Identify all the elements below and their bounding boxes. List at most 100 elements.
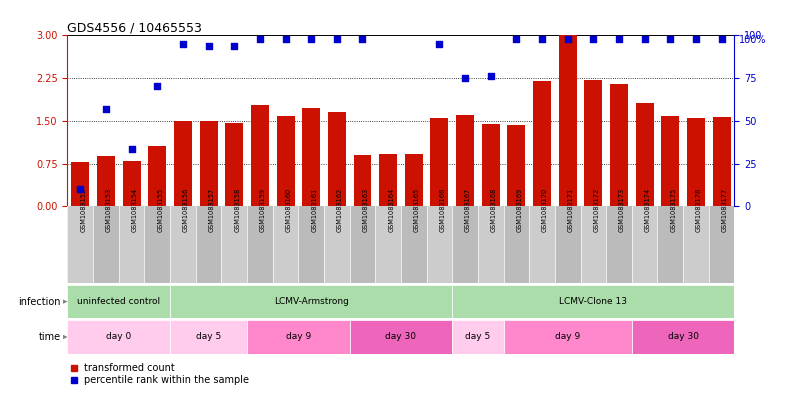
Bar	[67, 320, 170, 354]
Text: day 5: day 5	[196, 332, 222, 342]
Text: day 9: day 9	[555, 332, 580, 342]
Bar	[606, 206, 632, 283]
Bar	[299, 206, 324, 283]
Text: GSM1083155: GSM1083155	[157, 188, 164, 232]
Bar	[456, 115, 474, 206]
Point	[330, 36, 343, 42]
Point	[484, 73, 497, 79]
Bar	[507, 125, 526, 206]
Point	[176, 41, 189, 47]
Point	[433, 41, 445, 47]
Point	[613, 36, 626, 42]
Point	[638, 36, 651, 42]
Bar	[324, 206, 349, 283]
Point	[228, 42, 241, 49]
Bar	[67, 285, 170, 318]
Text: GSM1083174: GSM1083174	[645, 188, 650, 232]
Bar	[97, 156, 115, 206]
Bar	[401, 206, 426, 283]
Point	[510, 36, 522, 42]
Bar	[303, 108, 320, 206]
Bar	[247, 206, 272, 283]
Bar	[482, 124, 499, 206]
Text: percentile rank within the sample: percentile rank within the sample	[84, 375, 249, 385]
Bar	[430, 118, 449, 206]
Bar	[353, 155, 372, 206]
Text: LCMV-Clone 13: LCMV-Clone 13	[559, 297, 627, 306]
Text: GSM1083161: GSM1083161	[311, 188, 317, 232]
Point	[74, 186, 87, 192]
Text: GSM1083170: GSM1083170	[542, 188, 548, 232]
Bar	[405, 154, 422, 206]
Point	[279, 36, 292, 42]
Text: GSM1083164: GSM1083164	[388, 188, 394, 232]
Point	[459, 75, 472, 81]
Bar	[376, 206, 401, 283]
Point	[99, 106, 112, 112]
Bar	[657, 206, 683, 283]
Text: GDS4556 / 10465553: GDS4556 / 10465553	[67, 21, 202, 34]
Bar	[530, 206, 555, 283]
Text: day 5: day 5	[465, 332, 491, 342]
Point	[357, 36, 369, 42]
Bar	[503, 206, 530, 283]
Text: GSM1083162: GSM1083162	[337, 188, 343, 232]
Bar	[199, 121, 218, 206]
Text: GSM1083159: GSM1083159	[260, 188, 266, 232]
Text: GSM1083176: GSM1083176	[696, 188, 702, 232]
Bar	[426, 206, 453, 283]
Bar	[93, 206, 119, 283]
Text: transformed count: transformed count	[84, 363, 175, 373]
Bar	[174, 121, 192, 206]
Text: GSM1083167: GSM1083167	[465, 188, 471, 232]
Bar	[170, 206, 196, 283]
Text: GSM1083168: GSM1083168	[491, 188, 497, 232]
Bar	[580, 206, 606, 283]
Text: GSM1083165: GSM1083165	[414, 188, 420, 232]
Point	[253, 36, 266, 42]
Bar	[610, 84, 628, 206]
Bar	[71, 162, 89, 206]
Bar	[349, 206, 376, 283]
Bar	[636, 103, 653, 206]
Bar	[380, 154, 397, 206]
Bar	[122, 161, 141, 206]
Bar	[503, 320, 632, 354]
Bar	[272, 206, 299, 283]
Text: GSM1083173: GSM1083173	[619, 188, 625, 232]
Bar	[247, 320, 349, 354]
Bar	[453, 285, 734, 318]
Text: GSM1083177: GSM1083177	[722, 188, 727, 232]
Text: GSM1083158: GSM1083158	[234, 188, 241, 232]
Text: GSM1083172: GSM1083172	[593, 188, 599, 232]
Point	[202, 42, 215, 49]
Bar	[555, 206, 580, 283]
Text: GSM1083154: GSM1083154	[132, 188, 137, 232]
Point	[125, 146, 138, 152]
Text: GSM1083160: GSM1083160	[286, 188, 291, 232]
Point	[151, 83, 164, 89]
Text: day 0: day 0	[106, 332, 132, 342]
Bar	[584, 80, 603, 206]
Text: LCMV-Armstrong: LCMV-Armstrong	[274, 297, 349, 306]
Bar	[632, 206, 657, 283]
Bar	[349, 320, 453, 354]
Text: GSM1083175: GSM1083175	[670, 188, 676, 232]
Point	[536, 36, 549, 42]
Bar	[713, 117, 730, 206]
Text: infection: infection	[18, 297, 61, 307]
Text: day 30: day 30	[385, 332, 417, 342]
Bar	[196, 206, 222, 283]
Bar	[453, 320, 503, 354]
Bar	[687, 118, 705, 206]
Bar	[170, 320, 247, 354]
Text: GSM1083169: GSM1083169	[516, 188, 522, 232]
Text: GSM1083171: GSM1083171	[568, 188, 574, 232]
Text: day 30: day 30	[668, 332, 699, 342]
Bar	[170, 285, 453, 318]
Text: day 9: day 9	[286, 332, 311, 342]
Point	[587, 36, 599, 42]
Text: 100%: 100%	[738, 35, 766, 45]
Bar	[148, 147, 166, 206]
Bar	[67, 206, 93, 283]
